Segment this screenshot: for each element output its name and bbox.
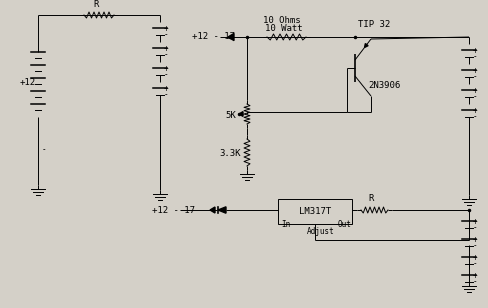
Text: -: -	[163, 70, 168, 79]
Text: +12 - 17: +12 - 17	[192, 32, 235, 41]
Text: TIP 32: TIP 32	[357, 20, 389, 29]
Text: -: -	[472, 277, 477, 286]
Text: -: -	[472, 241, 477, 250]
Text: 10 Watt: 10 Watt	[264, 24, 302, 33]
Text: Adjust: Adjust	[306, 227, 334, 236]
Polygon shape	[218, 207, 225, 213]
Polygon shape	[227, 33, 234, 41]
Text: -: -	[472, 92, 477, 101]
Text: -: -	[472, 112, 477, 121]
Text: R: R	[368, 194, 373, 203]
Text: +: +	[163, 64, 168, 73]
Text: -: -	[472, 52, 477, 61]
Text: 5K: 5K	[224, 111, 235, 120]
Text: +: +	[472, 253, 477, 262]
Text: 2N3906: 2N3906	[367, 81, 400, 90]
Text: +: +	[472, 106, 477, 115]
Text: +12 - 17: +12 - 17	[152, 206, 195, 215]
Text: +: +	[472, 271, 477, 280]
Text: -: -	[472, 259, 477, 268]
FancyBboxPatch shape	[278, 199, 351, 224]
Text: 3.3K: 3.3K	[219, 149, 240, 158]
Text: In: In	[281, 220, 290, 229]
Text: +: +	[472, 46, 477, 55]
Polygon shape	[209, 207, 215, 213]
Text: -: -	[42, 145, 46, 154]
Text: 10 Ohms: 10 Ohms	[263, 16, 300, 25]
Text: Out: Out	[337, 220, 351, 229]
Text: LM317T: LM317T	[298, 207, 330, 216]
Text: +: +	[472, 235, 477, 244]
Text: +: +	[163, 24, 168, 33]
Text: -: -	[472, 223, 477, 232]
Text: -: -	[163, 90, 168, 99]
Text: R: R	[93, 0, 99, 9]
Text: +12: +12	[20, 78, 36, 87]
Text: -: -	[163, 30, 168, 39]
Text: +: +	[163, 84, 168, 93]
Text: +: +	[472, 217, 477, 226]
Text: -: -	[163, 50, 168, 59]
Text: -: -	[472, 72, 477, 81]
Text: +: +	[163, 44, 168, 53]
Text: +: +	[472, 66, 477, 75]
Text: +: +	[472, 86, 477, 95]
Polygon shape	[364, 43, 367, 47]
Polygon shape	[239, 111, 243, 116]
